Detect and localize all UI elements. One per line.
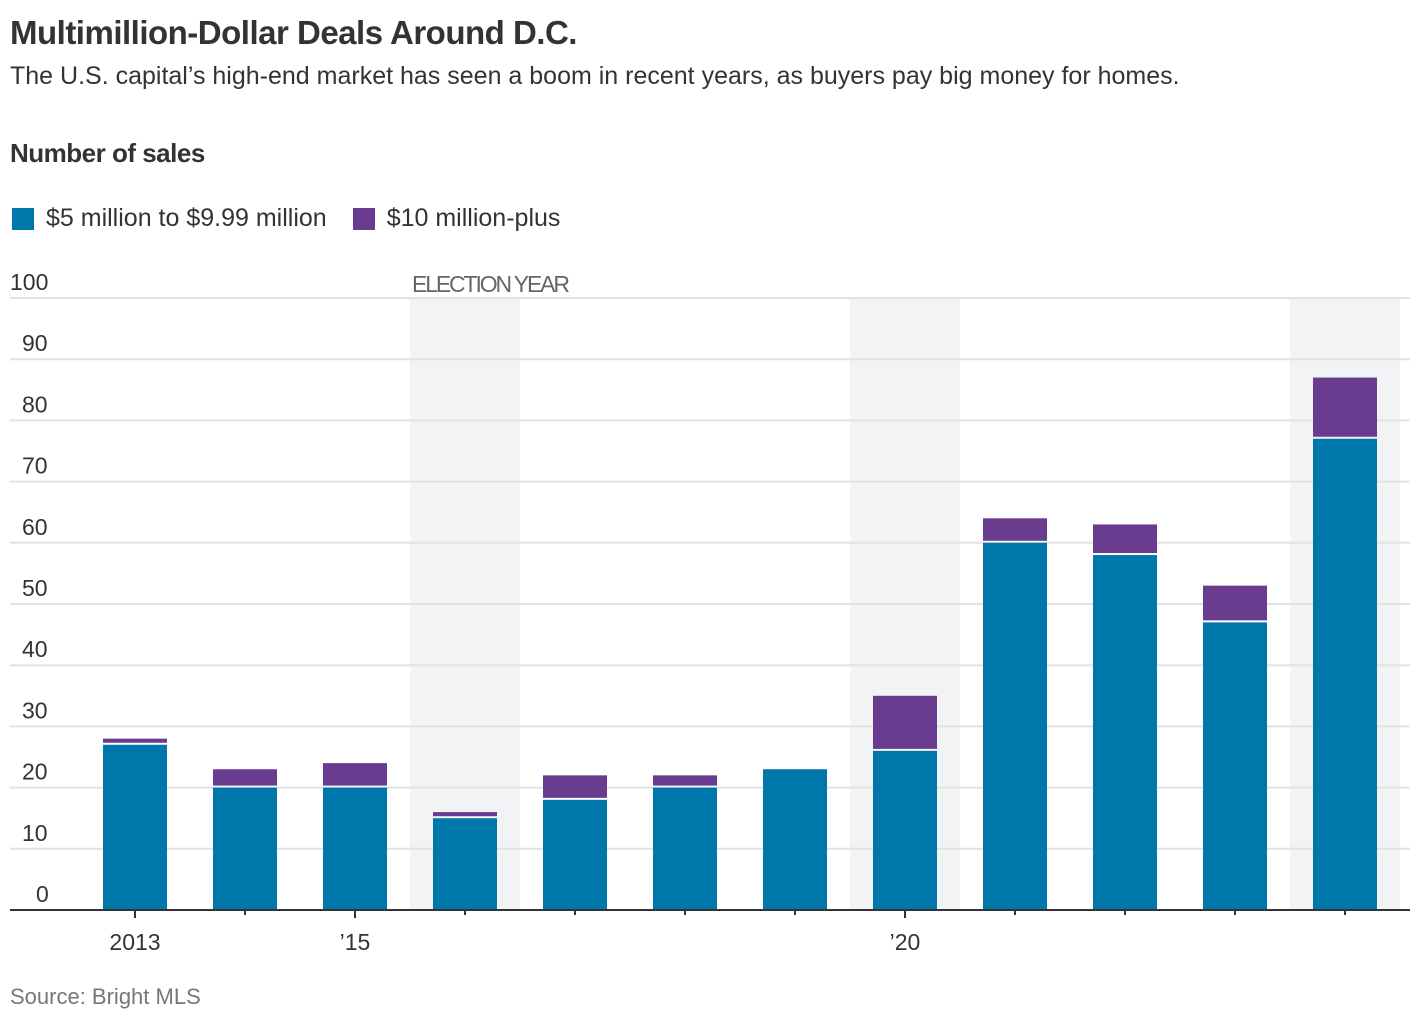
bar-2023-10m-plus: [1203, 585, 1267, 621]
bar-2024-10m-plus: [1313, 377, 1377, 437]
legend-item-5-to-10m: $5 million to $9.99 million: [12, 204, 327, 233]
chart-subtitle: The U.S. capital’s high-end market has s…: [10, 62, 1180, 90]
bar-2021-5-to-10m: [983, 542, 1047, 910]
bar-2016-5-to-10m: [433, 818, 497, 910]
bar-2018-10m-plus: [653, 775, 717, 786]
source-note: Source: Bright MLS: [10, 984, 201, 1009]
x-tick-label: ’15: [340, 929, 371, 955]
y-tick-label: 90: [22, 330, 48, 356]
chart-title: Multimillion-Dollar Deals Around D.C.: [10, 14, 577, 51]
y-tick-label: 80: [22, 391, 48, 417]
legend-label: $10 million-plus: [386, 204, 561, 232]
bar-2017-10m-plus: [543, 775, 607, 798]
legend-swatch-blue: [12, 207, 34, 230]
y-tick-label: 60: [22, 514, 48, 540]
x-tick-label: ’20: [890, 929, 921, 955]
bar-2022-10m-plus: [1093, 524, 1157, 554]
bar-2016-10m-plus: [433, 812, 497, 817]
y-tick-label: 40: [22, 636, 48, 662]
bar-2021-10m-plus: [983, 518, 1047, 541]
annotation-election-year: ELECTION YEAR: [412, 271, 570, 297]
bar-2014-5-to-10m: [213, 787, 277, 910]
y-tick-label: 10: [22, 820, 48, 846]
legend-label: $5 million to $9.99 million: [46, 204, 327, 232]
legend: $5 million to $9.99 million $10 million-…: [12, 204, 560, 233]
legend-item-10m-plus: $10 million-plus: [352, 204, 561, 233]
y-axis-title: Number of sales: [10, 138, 205, 168]
bar-2019-5-to-10m: [763, 769, 827, 910]
legend-swatch-purple: [352, 207, 375, 230]
bar-2022-5-to-10m: [1093, 555, 1157, 910]
y-tick-label: 20: [22, 759, 48, 785]
bar-2013-10m-plus: [103, 738, 167, 743]
y-tick-label: 70: [22, 453, 48, 479]
bar-2023-5-to-10m: [1203, 622, 1267, 910]
y-tick-label: 0: [36, 881, 49, 907]
y-tick-label: 100: [10, 269, 48, 295]
y-tick-label: 30: [22, 697, 48, 723]
bar-2015-5-to-10m: [323, 787, 387, 910]
bar-2018-5-to-10m: [653, 787, 717, 910]
bar-2014-10m-plus: [213, 769, 277, 786]
bar-2020-5-to-10m: [873, 750, 937, 910]
bar-2024-5-to-10m: [1313, 438, 1377, 910]
bar-2020-10m-plus: [873, 695, 937, 749]
x-tick-label: 2013: [109, 929, 160, 955]
bar-2015-10m-plus: [323, 763, 387, 786]
bar-2013-5-to-10m: [103, 744, 167, 910]
y-tick-label: 50: [22, 575, 48, 601]
bar-2017-5-to-10m: [543, 799, 607, 910]
